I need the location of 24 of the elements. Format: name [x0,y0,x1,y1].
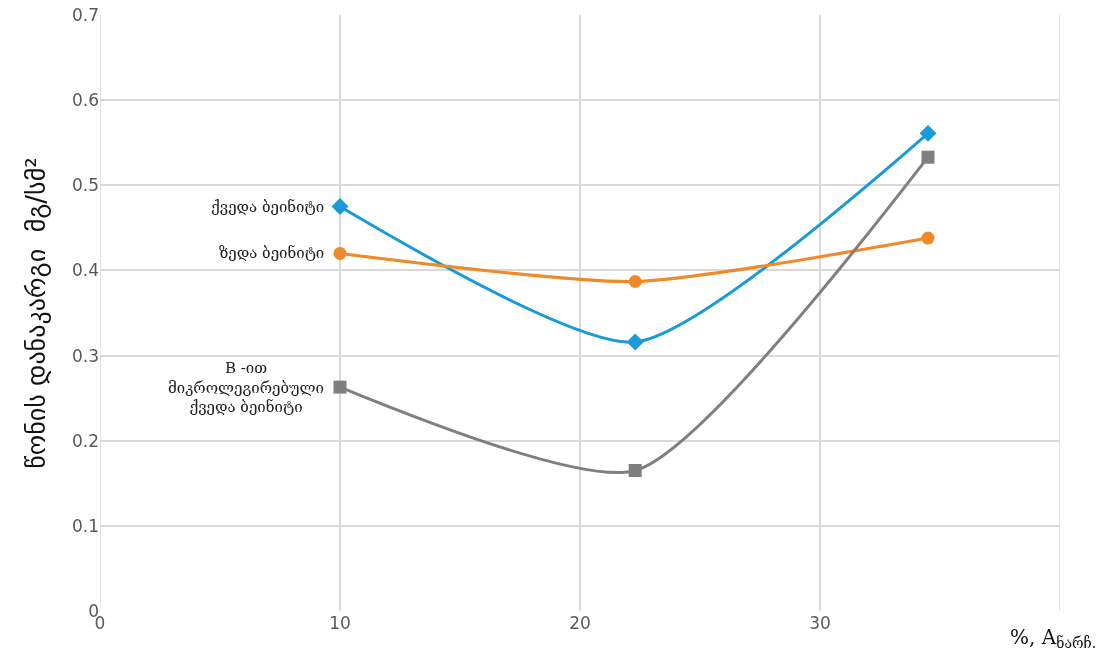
point [628,275,642,288]
point [628,464,642,478]
y-tick-label: 0.4 [71,260,99,281]
point [333,246,347,260]
point [921,150,935,164]
y-tick-label: 0.3 [71,345,99,366]
y-tick-label: 0.2 [71,430,99,451]
y-tick-label: 0.5 [71,175,99,196]
y-axis-title: წონის დანაკარგი მგ/სმ² [21,157,52,469]
series-label: ქვედა ბეინიტი [211,198,325,216]
y-tick-label: 0.1 [71,515,99,536]
x-tick-label: 20 [569,613,591,633]
x-tick-label: 30 [809,613,831,633]
point [919,124,937,142]
point [921,231,935,245]
series-label: ზედა ბეინიტი [219,244,325,262]
series-label: B -ით მიკროლეგირებული ქვედა ბეინიტი [168,359,324,416]
y-tick-label: 0.7 [71,4,99,25]
x-tick-label: 10 [329,613,351,633]
point [626,333,644,351]
x-axis-title: %, A$_{ნარჩ.}$ [1010,625,1097,652]
point [333,380,347,394]
y-tick-label: 0.6 [71,90,99,111]
point [331,198,349,216]
